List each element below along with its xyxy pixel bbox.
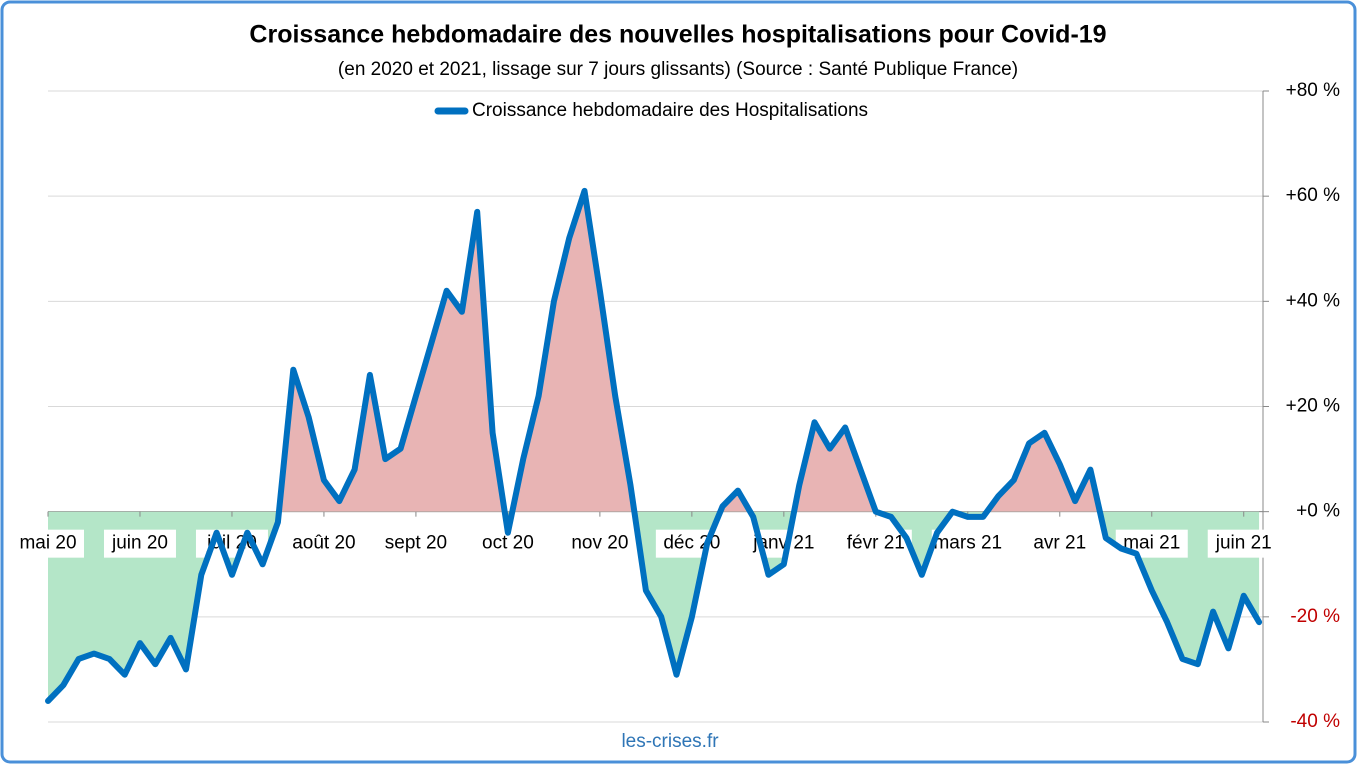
x-tick-label: oct 20 [482,533,534,554]
x-label-bg [379,529,452,558]
x-label-bg [1023,529,1096,558]
y-tick-label: +0 % [1296,501,1340,522]
line [45,187,1263,704]
x-tick-label: avr 21 [1033,533,1086,554]
source: les-crises.fr [621,731,719,752]
chart-subtitle: (en 2020 et 2021, lissage sur 7 jours gl… [338,59,1018,80]
y-tick-label: -40 % [1290,711,1340,732]
x-tick-label: janv 21 [752,533,814,554]
x-label-bg [1207,529,1280,558]
x-tick-label: juin 21 [1215,533,1272,554]
x-label-bg [103,529,176,558]
x-tick-label: mai 21 [1123,533,1180,554]
legend-label: Croissance hebdomadaire des Hospitalisat… [472,100,868,121]
y-tick-label: +20 % [1286,396,1341,417]
x-label-bg [287,529,360,558]
area-positive [278,190,1100,512]
y-tick-label: +40 % [1286,290,1341,311]
y-tick-label: -20 % [1290,606,1340,627]
chart-title: Croissance hebdomadaire des nouvelles ho… [249,21,1106,49]
x-tick-label: mars 21 [933,533,1002,554]
x-label-bg [839,529,912,558]
x-tick-label: mai 20 [19,533,76,554]
x-tick-label: août 20 [292,533,355,554]
x-label-bg [12,529,84,558]
x-label-bg [655,529,728,558]
y-tick-label: +80 % [1286,80,1341,101]
x-label-bg [563,529,636,558]
y-tick-label: +60 % [1286,185,1341,206]
x-tick-label: nov 20 [571,533,628,554]
x-tick-label: sept 20 [385,533,447,554]
x-tick-label: févr 21 [847,533,905,554]
x-label-bg [931,529,1004,558]
x-tick-label: juin 20 [111,533,168,554]
